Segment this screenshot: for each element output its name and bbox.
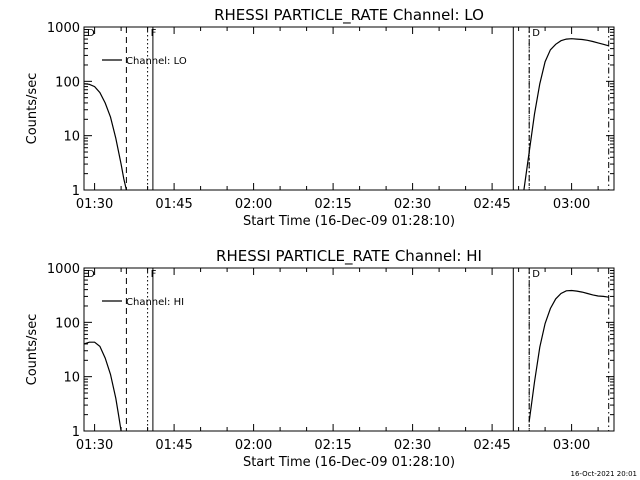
x-axis-label: Start Time (16-Dec-09 01:28:10) — [243, 455, 455, 470]
y-tick-label: 1 — [72, 425, 80, 440]
x-axis-label: Start Time (16-Dec-09 01:28:10) — [243, 214, 455, 229]
x-tick-label: 02:45 — [473, 438, 510, 453]
flag-label: D — [87, 28, 95, 39]
series-line — [83, 341, 122, 432]
y-axis-label: Counts/sec — [25, 73, 40, 145]
x-tick-label: 02:30 — [394, 197, 431, 212]
x-tick-label: 03:00 — [553, 197, 590, 212]
x-tick-label: 01:30 — [76, 197, 113, 212]
series-line — [528, 289, 609, 422]
generated-timestamp: 16-Oct-2021 20:01 — [571, 470, 637, 478]
y-tick-label: 1000 — [47, 21, 80, 36]
y-tick-label: 10 — [63, 130, 80, 145]
x-tick-label: 01:45 — [155, 438, 192, 453]
chart-panel-lo: RHESSI PARTICLE_RATE Channel: LO Start Ti… — [25, 6, 615, 229]
flag-label: D — [532, 269, 540, 280]
x-tick-label: 01:45 — [155, 197, 192, 212]
y-tick-label: 1000 — [47, 262, 80, 277]
y-tick-label: 100 — [55, 316, 80, 331]
x-tick-label: 01:30 — [76, 438, 113, 453]
flag-label: D — [87, 269, 95, 280]
flag-label: D — [532, 28, 540, 39]
y-tick-label: 10 — [63, 371, 80, 386]
legend-label: Channel: HI — [126, 297, 184, 308]
chart-title: RHESSI PARTICLE_RATE Channel: LO — [214, 6, 484, 25]
x-tick-label: 02:15 — [314, 438, 351, 453]
legend-label: Channel: LO — [126, 56, 187, 67]
y-axis-label: Counts/sec — [25, 314, 40, 386]
chart-panel-hi: RHESSI PARTICLE_RATE Channel: HI Start Ti… — [25, 247, 615, 470]
plot-frame — [83, 267, 615, 432]
series-line — [83, 83, 127, 191]
y-tick-label: 1 — [72, 184, 80, 199]
flag-label: F — [151, 28, 157, 39]
x-tick-label: 02:30 — [394, 438, 431, 453]
plot-frame — [83, 26, 615, 191]
x-tick-label: 02:00 — [235, 438, 272, 453]
x-tick-label: 02:45 — [473, 197, 510, 212]
x-tick-label: 02:00 — [235, 197, 272, 212]
chart-title: RHESSI PARTICLE_RATE Channel: HI — [216, 247, 482, 266]
flag-label: F — [151, 269, 157, 280]
x-tick-label: 02:15 — [314, 197, 351, 212]
series-line — [523, 38, 609, 191]
x-tick-label: 03:00 — [553, 438, 590, 453]
y-tick-label: 100 — [55, 75, 80, 90]
